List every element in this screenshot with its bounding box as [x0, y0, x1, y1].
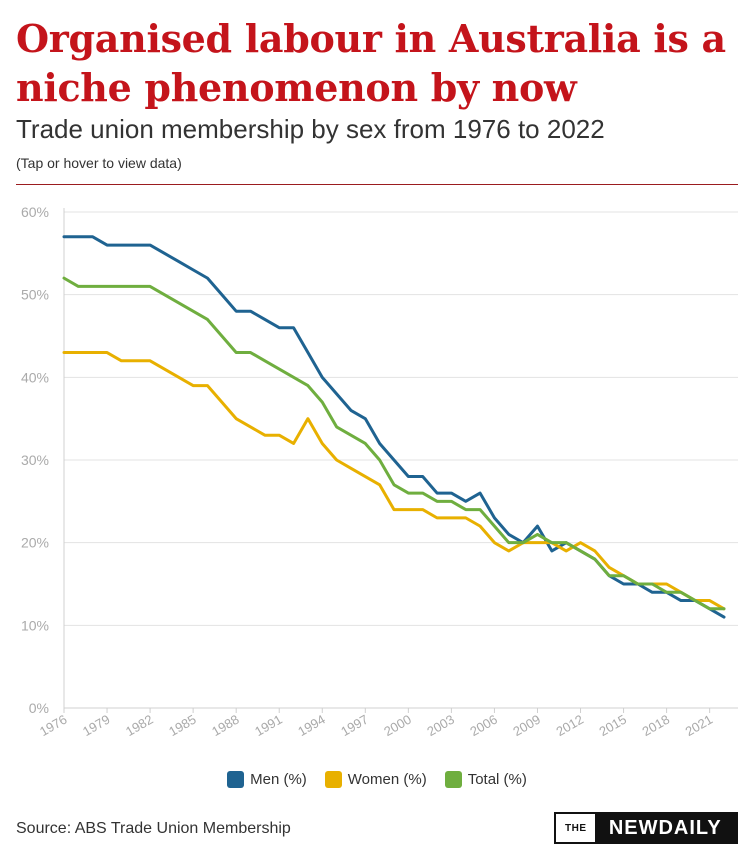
y-tick-label: 40% — [21, 369, 49, 385]
x-tick-label: 1997 — [338, 712, 371, 739]
x-tick-label: 2015 — [597, 712, 630, 739]
y-tick-label: 50% — [21, 287, 49, 303]
y-tick-label: 0% — [29, 700, 49, 716]
x-tick-label: 1991 — [252, 712, 285, 739]
y-tick-label: 60% — [21, 204, 49, 220]
x-tick-label: 2000 — [381, 712, 414, 739]
x-tick-label: 1994 — [295, 712, 328, 739]
legend-item-total[interactable]: Total (%) — [444, 771, 527, 788]
x-tick-label: 1982 — [123, 712, 156, 739]
headline: Organised labour in Australia is a niche… — [16, 16, 726, 110]
legend-label-men: Men (%) — [250, 771, 307, 788]
line-chart[interactable]: 0%10%20%30%40%50%60%1976 1979 1982 1985 1988… — [0, 190, 754, 760]
series-line-total[interactable] — [62, 276, 726, 611]
x-tick-label: 1979 — [80, 712, 113, 739]
x-tick-label: 2012 — [553, 712, 586, 739]
legend-item-women[interactable]: Women (%) — [324, 771, 427, 788]
legend-label-total: Total (%) — [467, 771, 527, 788]
y-tick-label: 30% — [21, 452, 49, 468]
y-tick-label: 20% — [21, 535, 49, 551]
legend-item-men[interactable]: Men (%) — [227, 771, 307, 788]
x-tick-label: 2006 — [467, 712, 500, 739]
series-line-women[interactable] — [62, 351, 726, 611]
x-tick-label: 2003 — [424, 712, 457, 739]
legend-label-women: Women (%) — [347, 771, 427, 788]
chart-legend: Men (%) Women (%) Total (%) — [0, 771, 754, 788]
interaction-note: (Tap or hover to view data) — [16, 155, 182, 171]
y-tick-label: 10% — [21, 617, 49, 633]
x-tick-label: 2021 — [683, 712, 716, 739]
x-tick-label: 2018 — [640, 712, 673, 739]
legend-swatch-women — [324, 771, 342, 788]
x-tick-label: 1988 — [209, 712, 242, 739]
chart-subtitle: Trade union membership by sex from 1976 … — [16, 114, 605, 144]
logo-the: THE — [565, 822, 587, 834]
source-note: Source: ABS Trade Union Membership — [16, 820, 291, 837]
legend-swatch-men — [227, 771, 245, 788]
x-tick-label: 2009 — [510, 712, 543, 739]
header-divider — [16, 184, 738, 185]
series-line-men[interactable] — [62, 235, 726, 619]
logo-wordmark: NEWDAILY — [594, 814, 736, 842]
legend-swatch-total — [444, 771, 462, 788]
x-tick-label: 1985 — [166, 712, 199, 739]
newdaily-logo[interactable]: THE NEWDAILY — [554, 812, 738, 844]
